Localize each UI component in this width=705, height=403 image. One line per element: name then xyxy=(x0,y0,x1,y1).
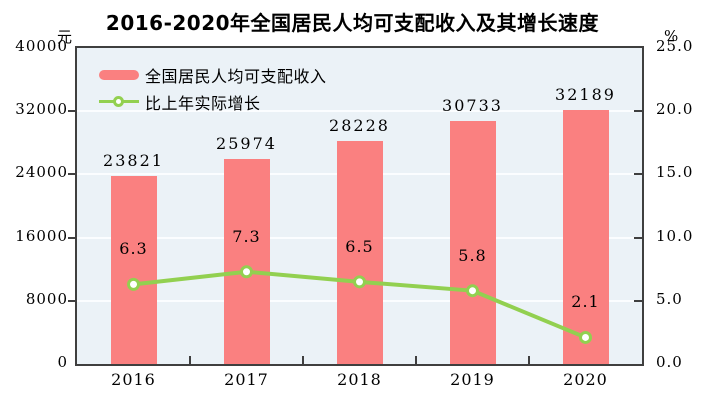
left-axis-tick xyxy=(68,299,75,302)
x-tick-label-2017: 2017 xyxy=(224,370,269,389)
growth-value-label-2016: 6.3 xyxy=(119,239,148,259)
growth-value-label-2018: 6.5 xyxy=(345,236,374,256)
left-tick-label: 16000 xyxy=(15,226,68,245)
growth-value-label-2017: 7.3 xyxy=(232,226,261,246)
x-axis-tick xyxy=(415,356,417,364)
right-tick-label: 20.0 xyxy=(656,100,694,119)
bar-value-label-2017: 25974 xyxy=(216,133,277,153)
legend: 全国居民人均可支配收入 比上年实际增长 xyxy=(99,61,327,115)
left-tick-label: 8000 xyxy=(25,289,68,308)
right-tick-label: 0.0 xyxy=(656,353,683,371)
bar-value-label-2020: 32189 xyxy=(555,84,616,104)
category-slot-2016: 23821 6.3 2016 xyxy=(77,48,190,389)
x-tick-label-2016: 2016 xyxy=(111,370,156,389)
left-tick-label: 0 xyxy=(57,353,68,371)
left-tick-label: 24000 xyxy=(15,163,68,182)
category-slot-2019: 30733 5.8 2019 xyxy=(416,48,529,389)
chart-title: 2016-2020年全国居民人均可支配收入及其增长速度 xyxy=(105,11,600,35)
left-tick-label: 32000 xyxy=(15,100,68,119)
legend-label-growth: 比上年实际增长 xyxy=(145,93,261,113)
right-axis-tick xyxy=(634,110,642,113)
x-tick-label-2020: 2020 xyxy=(563,370,608,389)
left-axis-tick xyxy=(68,236,75,239)
plot-area: 23821 6.3 2016 25974 7.3 2017 28228 6.5 2018 3073… xyxy=(68,46,644,389)
right-tick-label: 10.0 xyxy=(656,226,694,245)
bar-2020 xyxy=(562,109,609,364)
bar-value-label-2018: 28228 xyxy=(329,115,390,135)
right-axis-unit: % xyxy=(664,27,679,45)
right-axis-tick xyxy=(634,236,642,239)
growth-line xyxy=(127,265,592,344)
x-axis-tick xyxy=(528,356,530,364)
bar-2017 xyxy=(223,158,270,364)
bar-2019 xyxy=(449,121,496,364)
bar-2016 xyxy=(110,175,157,364)
category-slot-2020: 32189 2.1 2020 xyxy=(529,48,642,389)
category-slot-2018: 28228 6.5 2018 xyxy=(303,48,416,389)
x-tick-label-2019: 2019 xyxy=(450,370,495,389)
bar-2018 xyxy=(336,141,383,364)
left-axis-tick xyxy=(68,110,75,113)
right-tick-label: 25.0 xyxy=(656,37,694,55)
x-axis-tick xyxy=(189,356,191,364)
legend-item-growth: 比上年实际增长 xyxy=(99,88,327,115)
left-axis-tick xyxy=(68,173,75,176)
legend-item-income: 全国居民人均可支配收入 xyxy=(99,61,327,88)
legend-label-income: 全国居民人均可支配收入 xyxy=(145,66,327,86)
right-axis-tick xyxy=(634,299,642,302)
left-axis-unit: 元 xyxy=(56,28,72,46)
right-axis-tick xyxy=(634,173,642,176)
line-marker-swatch-icon xyxy=(99,96,139,107)
growth-value-label-2020: 2.1 xyxy=(571,292,600,312)
x-axis-tick xyxy=(302,356,304,364)
right-tick-label: 5.0 xyxy=(656,289,683,308)
growth-value-label-2019: 5.8 xyxy=(458,245,487,265)
left-tick-label: 40000 xyxy=(15,37,68,55)
gridline xyxy=(77,110,642,113)
bar-swatch-icon xyxy=(99,69,139,80)
bar-value-label-2016: 23821 xyxy=(103,150,164,170)
bar-value-label-2019: 30733 xyxy=(442,96,503,116)
right-tick-label: 15.0 xyxy=(656,163,694,182)
x-tick-label-2018: 2018 xyxy=(337,370,382,389)
category-slot-2017: 25974 7.3 2017 xyxy=(190,48,303,389)
